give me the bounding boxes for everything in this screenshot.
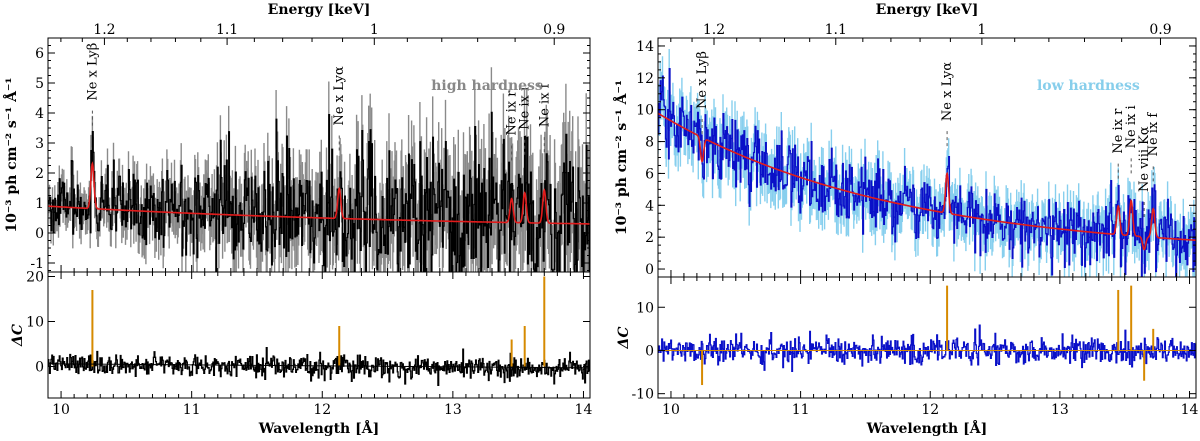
y-tick-label: 0 xyxy=(645,262,654,278)
line-label: Ne ix r xyxy=(505,90,520,136)
x-tick-label: 14 xyxy=(1181,402,1199,418)
top-axis-title: Energy [keV] xyxy=(876,2,979,18)
x-tick-label: 11 xyxy=(183,402,201,418)
axes: 10 11 12 13 14 Wavelength [Å] 1.2 1.1 1 0.9 Energy… xyxy=(612,2,1199,437)
data-series xyxy=(48,111,590,272)
y-tick-label: 4 xyxy=(645,198,654,214)
y-tick-label: 3 xyxy=(35,136,44,152)
residual-frame xyxy=(47,271,591,399)
line-label: Ne x Lyα xyxy=(332,66,347,125)
x-axis-title: Wavelength [Å] xyxy=(258,419,379,437)
residual-trend xyxy=(48,363,590,369)
y-tick-label: 8 xyxy=(645,135,654,151)
y-axis-title: 10⁻³ ph cm⁻² s⁻¹ Å⁻¹ xyxy=(612,80,630,235)
residual-series xyxy=(658,324,1196,373)
resid-tick-label: 10 xyxy=(636,300,654,316)
y-tick-label: 1 xyxy=(35,196,44,212)
resid-tick-label: 0 xyxy=(35,360,44,376)
resid-tick-label: -10 xyxy=(631,387,654,403)
spectrum-plot xyxy=(48,67,590,272)
residual-plot xyxy=(48,276,590,387)
top-tick-label: 1.2 xyxy=(93,22,115,38)
y-axis-title: 10⁻³ ph cm⁻² s⁻¹ Å⁻¹ xyxy=(2,77,20,232)
line-label: Ne x Lyα xyxy=(940,62,955,121)
y-tick-label: 2 xyxy=(35,166,44,182)
top-axis-title: Energy [keV] xyxy=(268,2,371,18)
spectrum-plot xyxy=(658,49,1196,277)
top-tick-label: 1 xyxy=(977,22,986,38)
x-tick-label: 10 xyxy=(662,402,680,418)
x-tick-label: 12 xyxy=(921,402,939,418)
top-tick-label: 1.2 xyxy=(703,22,725,38)
x-tick-label: 14 xyxy=(575,402,593,418)
line-label: Ne x Lyβ xyxy=(695,51,710,109)
line-label: Ne ix f xyxy=(1146,112,1161,157)
line-label: Ne ix r xyxy=(1111,108,1126,154)
residual-plot xyxy=(658,285,1196,386)
y-tick-label: 0 xyxy=(35,226,44,242)
residual-frame xyxy=(657,276,1197,399)
residual-series xyxy=(48,346,590,387)
top-tick-label: 0.9 xyxy=(543,22,565,38)
y-tick-label: 6 xyxy=(645,166,654,182)
data-series xyxy=(658,68,1196,277)
y-tick-label: 12 xyxy=(636,71,654,87)
line-label: Ne ix f xyxy=(537,82,552,127)
model-curve xyxy=(48,161,590,225)
x-tick-label: 12 xyxy=(313,402,331,418)
y-tick-label: 5 xyxy=(35,76,44,92)
top-tick-label: 1.1 xyxy=(216,22,238,38)
resid-tick-label: 0 xyxy=(645,343,654,359)
y-tick-label: 4 xyxy=(35,106,44,122)
line-label: Ne x Lyβ xyxy=(85,43,100,101)
top-tick-label: 1.1 xyxy=(825,22,847,38)
y-tick-label: 10 xyxy=(636,103,654,119)
y-tick-label: -1 xyxy=(30,256,44,272)
panel-right: 10 11 12 13 14 Wavelength [Å] 1.2 1.1 1 0.9 Energy… xyxy=(612,2,1199,437)
x-tick-label: 11 xyxy=(792,402,810,418)
x-axis-title: Wavelength [Å] xyxy=(866,419,987,437)
top-tick-label: 1 xyxy=(370,22,379,38)
resid-tick-label: 10 xyxy=(26,315,44,331)
x-tick-label: 13 xyxy=(444,402,462,418)
x-tick-label: 13 xyxy=(1051,402,1069,418)
resid-tick-label: 20 xyxy=(26,270,44,286)
x-tick-label: 10 xyxy=(52,402,70,418)
y-tick-label: 14 xyxy=(636,39,654,55)
line-label: Ne viii Kα xyxy=(1137,126,1152,192)
line-label: Ne ix i xyxy=(518,87,533,130)
line-labels: Ne x Lyβ Ne x Lyα Ne ix rNe ix iNe viii Kα… xyxy=(695,51,1161,218)
hardness-label: low hardness xyxy=(1037,78,1140,94)
y-tick-label: 6 xyxy=(35,46,44,62)
top-tick-label: 0.9 xyxy=(1149,22,1171,38)
hardness-label: high hardness xyxy=(431,78,543,94)
residual-axis-title: ΔC xyxy=(616,326,632,349)
line-label: Ne ix i xyxy=(1124,105,1139,148)
model-curve xyxy=(658,112,1196,251)
residual-axis-title: ΔC xyxy=(10,324,26,347)
line-labels: Ne x Lyβ Ne x Lyα Ne ix rNe ix i Ne ix f xyxy=(85,43,552,162)
y-tick-label: 2 xyxy=(645,230,654,246)
